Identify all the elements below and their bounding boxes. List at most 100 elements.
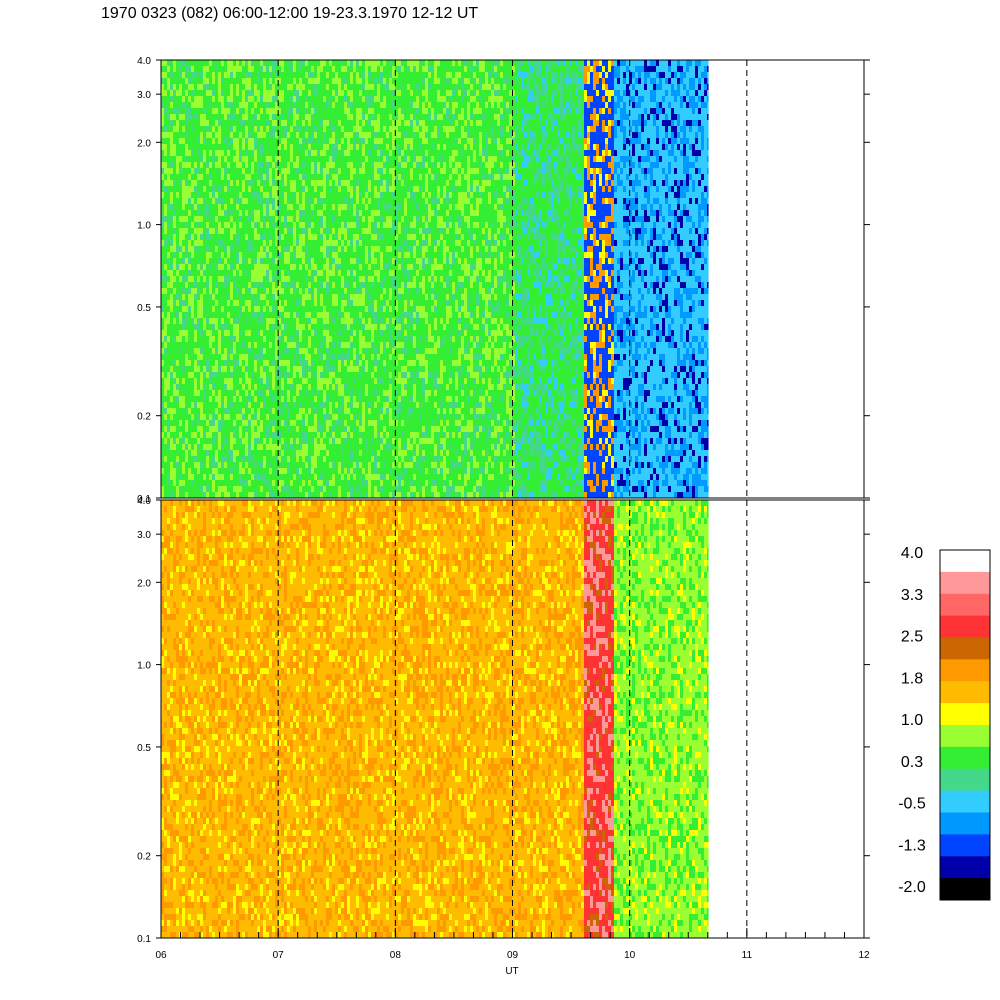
heatmap-cell xyxy=(266,72,269,78)
heatmap-cell xyxy=(353,324,356,330)
heatmap-cell xyxy=(329,492,332,498)
heatmap-cell xyxy=(182,390,185,396)
heatmap-cell xyxy=(347,96,350,102)
heatmap-cell xyxy=(188,468,191,474)
heatmap-cell xyxy=(179,114,182,120)
heatmap-cell xyxy=(209,126,212,132)
heatmap-cell xyxy=(212,258,215,264)
heatmap-cell xyxy=(203,492,206,498)
heatmap-cell xyxy=(233,204,236,210)
heatmap-cell xyxy=(311,282,314,288)
heatmap-cell xyxy=(173,228,176,234)
heatmap-cell xyxy=(332,228,335,234)
heatmap-cell xyxy=(176,78,179,84)
heatmap-cell xyxy=(206,486,209,492)
heatmap-cell xyxy=(179,216,182,222)
heatmap-cell xyxy=(188,78,191,84)
heatmap-cell xyxy=(281,348,284,354)
heatmap-cell xyxy=(314,258,317,264)
heatmap-cell xyxy=(290,348,293,354)
heatmap-cell xyxy=(257,156,260,162)
heatmap-cell xyxy=(170,72,173,78)
heatmap-cell xyxy=(266,342,269,348)
heatmap-cell xyxy=(332,312,335,318)
heatmap-cell xyxy=(242,444,245,450)
heatmap-cell xyxy=(197,330,200,336)
heatmap-cell xyxy=(179,144,182,150)
heatmap-cell xyxy=(332,276,335,282)
heatmap-cell xyxy=(341,96,344,102)
heatmap-cell xyxy=(305,240,308,246)
heatmap-cell xyxy=(203,468,206,474)
heatmap-cell xyxy=(206,120,209,126)
heatmap-cell xyxy=(287,294,290,300)
heatmap-cell xyxy=(206,138,209,144)
heatmap-cell xyxy=(230,360,233,366)
heatmap-cell xyxy=(167,132,170,138)
heatmap-cell xyxy=(194,108,197,114)
heatmap-cell xyxy=(335,492,338,498)
heatmap-cell xyxy=(221,120,224,126)
heatmap-cell xyxy=(200,78,203,84)
heatmap-cell xyxy=(200,312,203,318)
heatmap-cell xyxy=(329,306,332,312)
heatmap-cell xyxy=(242,156,245,162)
heatmap-cell xyxy=(335,336,338,342)
heatmap-cell xyxy=(194,342,197,348)
heatmap-cell xyxy=(263,180,266,186)
heatmap-cell xyxy=(302,384,305,390)
heatmap-cell xyxy=(224,102,227,108)
heatmap-cell xyxy=(215,84,218,90)
heatmap-cell xyxy=(284,288,287,294)
heatmap-cell xyxy=(179,150,182,156)
heatmap-cell xyxy=(254,108,257,114)
heatmap-cell xyxy=(260,462,263,468)
heatmap-cell xyxy=(338,354,341,360)
heatmap-cell xyxy=(200,174,203,180)
heatmap-cell xyxy=(164,414,167,420)
heatmap-cell xyxy=(362,462,365,468)
heatmap-cell xyxy=(251,228,254,234)
heatmap-cell xyxy=(359,468,362,474)
heatmap-cell xyxy=(197,378,200,384)
heatmap-cell xyxy=(206,240,209,246)
heatmap-cell xyxy=(362,300,365,306)
heatmap-cell xyxy=(326,90,329,96)
heatmap-cell xyxy=(230,270,233,276)
heatmap-cell xyxy=(356,90,359,96)
heatmap-cell xyxy=(347,318,350,324)
heatmap-cell xyxy=(338,312,341,318)
heatmap-cell xyxy=(227,204,230,210)
heatmap-cell xyxy=(260,402,263,408)
heatmap-cell xyxy=(272,60,275,66)
heatmap-cell xyxy=(269,276,272,282)
heatmap-cell xyxy=(236,204,239,210)
heatmap-cell xyxy=(188,186,191,192)
heatmap-cell xyxy=(320,114,323,120)
heatmap-cell xyxy=(218,336,221,342)
heatmap-cell xyxy=(269,60,272,66)
heatmap-cell xyxy=(359,378,362,384)
heatmap-cell xyxy=(302,444,305,450)
heatmap-cell xyxy=(230,336,233,342)
heatmap-cell xyxy=(362,366,365,372)
heatmap-cell xyxy=(257,420,260,426)
heatmap-cell xyxy=(293,156,296,162)
heatmap-cell xyxy=(176,426,179,432)
heatmap-cell xyxy=(239,402,242,408)
heatmap-cell xyxy=(185,312,188,318)
heatmap-cell xyxy=(272,216,275,222)
heatmap-cell xyxy=(191,102,194,108)
heatmap-cell xyxy=(314,300,317,306)
heatmap-cell xyxy=(299,204,302,210)
heatmap-cell xyxy=(353,336,356,342)
heatmap-cell xyxy=(251,216,254,222)
heatmap-cell xyxy=(194,312,197,318)
heatmap-cell xyxy=(239,60,242,66)
heatmap-cell xyxy=(197,372,200,378)
heatmap-cell xyxy=(305,384,308,390)
heatmap-cell xyxy=(296,210,299,216)
heatmap-cell xyxy=(242,132,245,138)
heatmap-cell xyxy=(188,372,191,378)
heatmap-cell xyxy=(203,60,206,66)
